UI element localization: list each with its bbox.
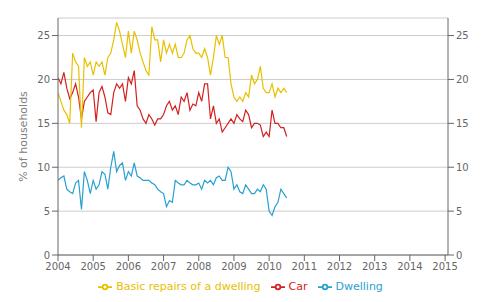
svg-text:15: 15 (456, 118, 469, 129)
svg-text:5: 5 (44, 206, 50, 217)
svg-text:2004: 2004 (45, 261, 70, 272)
svg-text:2006: 2006 (116, 261, 141, 272)
svg-text:2008: 2008 (186, 261, 211, 272)
svg-text:5: 5 (456, 206, 462, 217)
html-text:Dwelling: Dwelling (335, 280, 383, 293)
svg-text:25: 25 (456, 30, 469, 41)
svg-text:2013: 2013 (362, 261, 387, 272)
svg-text:25: 25 (37, 30, 50, 41)
svg-text:2010: 2010 (256, 261, 281, 272)
svg-text:2005: 2005 (80, 261, 105, 272)
svg-text:20: 20 (456, 74, 469, 85)
svg-text:2014: 2014 (397, 261, 422, 272)
svg-text:10: 10 (456, 162, 469, 173)
svg-text:% of households: % of households (17, 91, 30, 182)
svg-text:15: 15 (37, 118, 50, 129)
svg-text:0: 0 (44, 250, 50, 261)
svg-text:0: 0 (456, 250, 462, 261)
svg-text:2007: 2007 (151, 261, 176, 272)
svg-text:2015: 2015 (432, 261, 457, 272)
svg-text:2009: 2009 (221, 261, 246, 272)
html-text:Basic repairs of a dwelling: Basic repairs of a dwelling (116, 280, 261, 293)
svg-text:2012: 2012 (327, 261, 352, 272)
html-text:Car: Car (288, 280, 308, 293)
svg-text:20: 20 (37, 74, 50, 85)
svg-text:10: 10 (37, 162, 50, 173)
svg-text:2011: 2011 (292, 261, 317, 272)
